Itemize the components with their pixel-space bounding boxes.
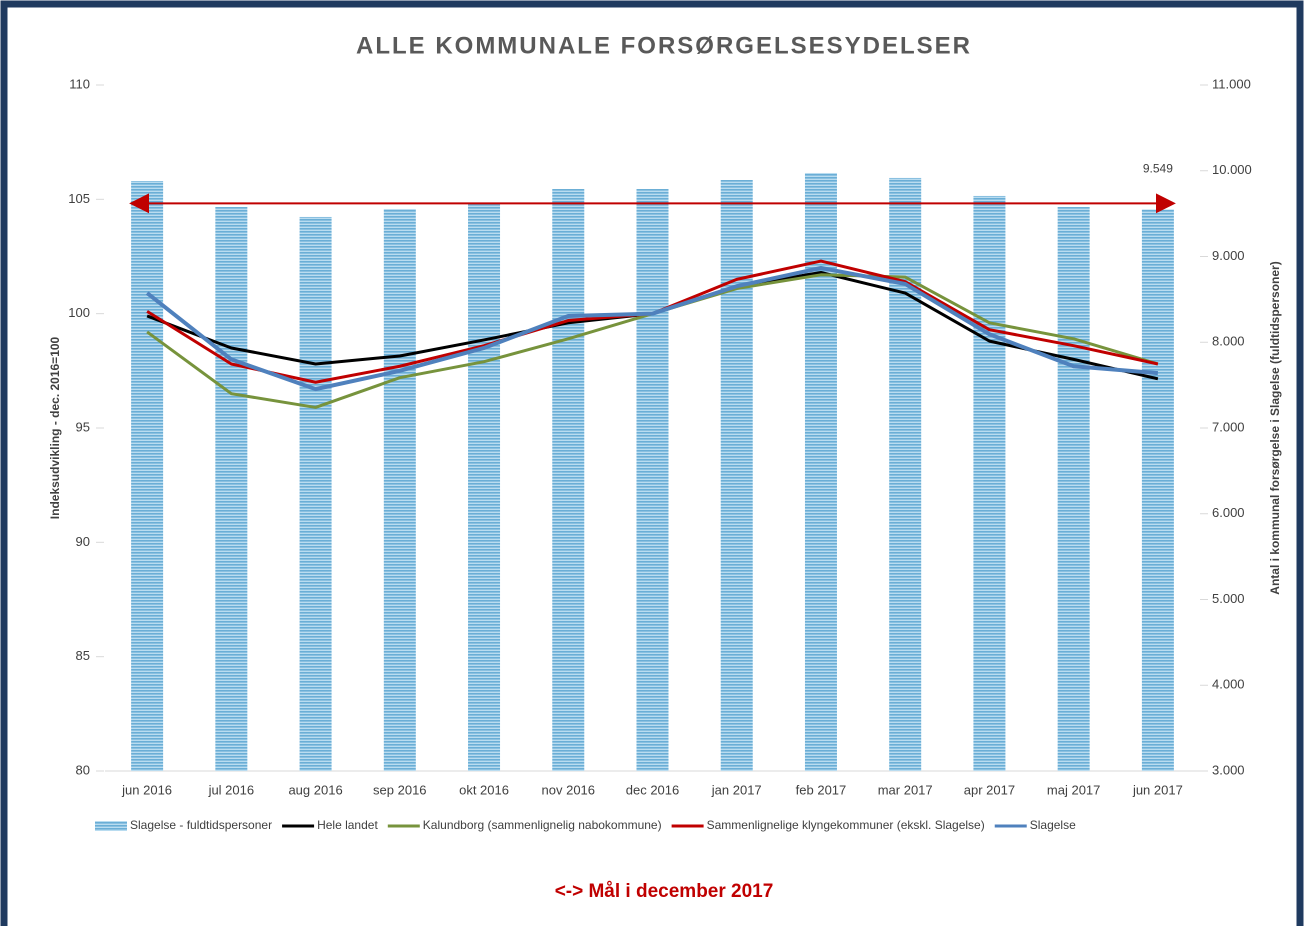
y2-tick-label: 9.000	[1212, 248, 1245, 263]
bar	[1057, 207, 1090, 772]
bar	[552, 189, 585, 771]
y-tick-label: 100	[68, 305, 90, 320]
x-tick-label: jun 2016	[121, 782, 172, 797]
legend-label: Sammenlignelige klyngekommuner (ekskl. S…	[707, 818, 985, 832]
y-tick-label: 110	[69, 76, 90, 91]
legend: Slagelse - fuldtidspersoner Hele landet Ka…	[95, 818, 1076, 832]
y2-tick-label: 6.000	[1212, 505, 1245, 520]
x-tick-label: jun 2017	[1132, 782, 1183, 797]
target-label: <-> Mål i december 2017	[555, 881, 774, 902]
bar	[299, 216, 332, 772]
line	[145, 265, 1159, 392]
y-tick-label: 85	[76, 648, 90, 663]
x-tick-label: dec 2016	[626, 782, 680, 797]
y2-axis-label: Antal i kommunal forsørgelse i Slagelse …	[1268, 261, 1282, 594]
y2-tick-label: 10.000	[1212, 162, 1252, 177]
x-tick-label: feb 2017	[796, 782, 847, 797]
bar	[215, 207, 248, 772]
y2-tick-label: 7.000	[1212, 419, 1245, 434]
chart-title: ALLE KOMMUNALE FORSØRGELSESYDELSER	[356, 32, 972, 59]
y-axis-label: Indeksudvikling - dec. 2016=100	[48, 336, 62, 519]
bar	[131, 181, 164, 772]
y-tick-label: 80	[76, 762, 90, 777]
y2-tick-label: 8.000	[1212, 334, 1245, 349]
y2-tick-label: 5.000	[1212, 591, 1245, 606]
y2-tick-label: 4.000	[1212, 677, 1245, 692]
y2-tick-label: 11.000	[1212, 76, 1251, 91]
legend-label: Slagelse	[1030, 818, 1076, 832]
y-tick-label: 105	[68, 191, 90, 206]
x-tick-label: maj 2017	[1047, 782, 1100, 797]
x-tick-label: mar 2017	[878, 782, 933, 797]
bar	[636, 189, 669, 771]
x-tick-label: aug 2016	[288, 782, 342, 797]
y-tick-label: 95	[76, 419, 90, 434]
legend-label: Slagelse - fuldtidspersoner	[130, 818, 272, 832]
x-tick-label: jan 2017	[711, 782, 762, 797]
bar	[383, 208, 416, 771]
y-tick-label: 90	[76, 534, 90, 549]
legend-label: Hele landet	[317, 818, 378, 832]
bar	[720, 180, 753, 772]
x-tick-label: okt 2016	[459, 782, 509, 797]
bar	[889, 177, 922, 771]
legend-swatch	[95, 821, 127, 831]
x-tick-label: nov 2016	[542, 782, 596, 797]
bar	[973, 195, 1006, 771]
bar	[468, 202, 501, 771]
data-label: 9.549	[1143, 162, 1173, 176]
x-tick-label: jul 2016	[208, 782, 255, 797]
bar	[1141, 209, 1174, 772]
y2-tick-label: 3.000	[1212, 762, 1245, 777]
legend-label: Kalundborg (sammenlignelig nabokommune)	[423, 818, 662, 832]
x-tick-label: sep 2016	[373, 782, 427, 797]
x-tick-label: apr 2017	[964, 782, 1015, 797]
